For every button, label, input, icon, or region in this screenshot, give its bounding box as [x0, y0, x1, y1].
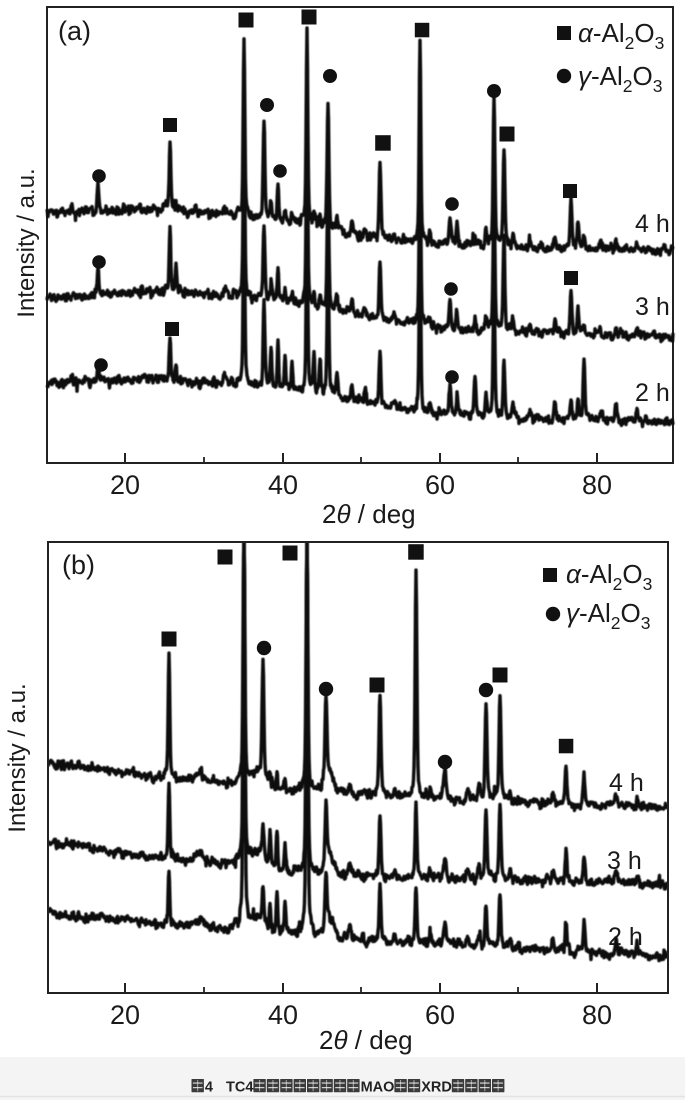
- svg-text:40: 40: [268, 1000, 298, 1030]
- svg-text:3 h: 3 h: [635, 293, 670, 321]
- svg-text:20: 20: [110, 470, 140, 500]
- svg-text:60: 60: [425, 470, 455, 500]
- svg-text:(a): (a): [58, 16, 91, 46]
- svg-text:3 h: 3 h: [607, 847, 642, 875]
- svg-text:2θ / deg: 2θ / deg: [322, 499, 416, 529]
- svg-text:2θ / deg: 2θ / deg: [319, 1025, 413, 1055]
- svg-text:MAO: MAO: [361, 1079, 395, 1095]
- svg-text:α-Al2O3: α-Al2O3: [566, 559, 652, 594]
- svg-text:(b): (b): [62, 550, 95, 580]
- svg-text:2 h: 2 h: [635, 379, 670, 407]
- svg-text:20: 20: [110, 1000, 140, 1030]
- svg-text:Intensity / a.u.: Intensity / a.u.: [13, 168, 40, 317]
- svg-text:XRD: XRD: [421, 1079, 452, 1095]
- svg-text:4 h: 4 h: [635, 210, 670, 238]
- svg-text:60: 60: [425, 1000, 455, 1030]
- svg-text:γ-Al2O3: γ-Al2O3: [578, 61, 662, 96]
- svg-text:Intensity / a.u.: Intensity / a.u.: [4, 683, 31, 832]
- svg-text:γ-Al2O3: γ-Al2O3: [566, 598, 650, 633]
- svg-text:TC4: TC4: [226, 1079, 253, 1095]
- svg-text:80: 80: [582, 1000, 612, 1030]
- svg-text:80: 80: [582, 470, 612, 500]
- svg-text:40: 40: [268, 470, 298, 500]
- svg-text:4: 4: [205, 1079, 213, 1095]
- svg-text:α-Al2O3: α-Al2O3: [578, 18, 664, 53]
